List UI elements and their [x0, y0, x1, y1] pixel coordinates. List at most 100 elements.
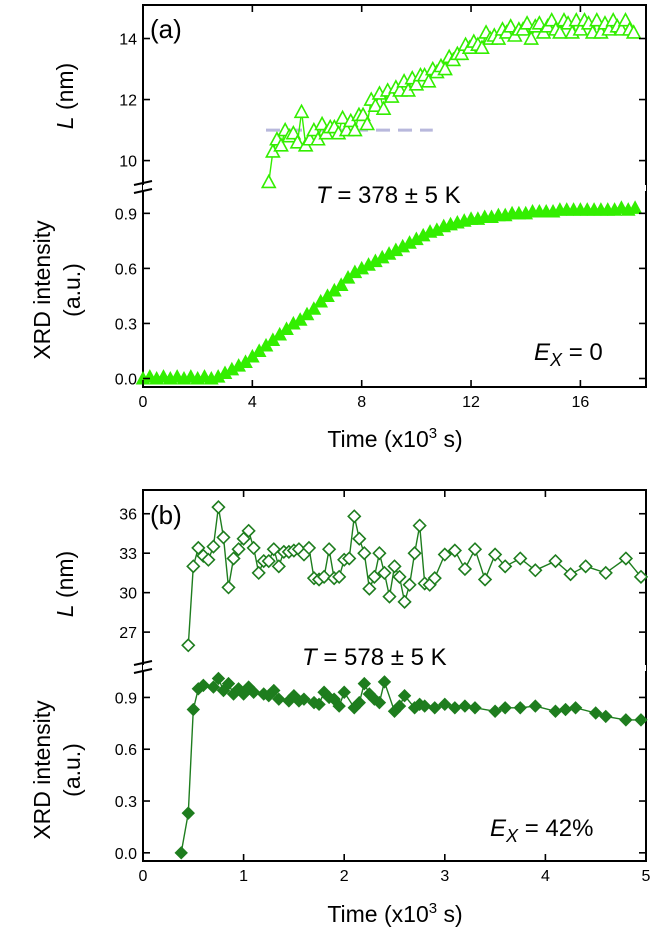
- panel-b-bottom-point: [211, 671, 226, 686]
- panel-b-top-point: [402, 577, 417, 592]
- panel-a-top-point: [355, 106, 371, 122]
- panel-b-bottom-point: [357, 676, 372, 691]
- panel-b-top-y-ticks: 27 30 33 36: [119, 507, 646, 642]
- panel-b-bottom-point: [372, 695, 387, 710]
- panel-b-top-point: [211, 500, 226, 515]
- panel-a-bottom-point: [333, 277, 349, 291]
- panel-b-top-y-tick-label: 27: [119, 625, 137, 642]
- panel-b-label: (b): [150, 500, 182, 530]
- panel-b-top-point: [412, 518, 427, 533]
- panel-b-bottom-point: [619, 713, 633, 727]
- panel-b-bottom-point: [417, 699, 432, 713]
- panel-b-bottom-point: [488, 704, 502, 718]
- panel-a-top-point: [260, 173, 277, 189]
- panel-a-top-point: [588, 12, 605, 27]
- panel-b-top-point: [377, 565, 392, 581]
- panel-b-top-point: [598, 565, 613, 581]
- panel-b-top-point: [447, 543, 462, 558]
- panel-b-top-point: [347, 509, 362, 524]
- panel-b-bottom-point: [513, 701, 527, 715]
- panel-b-top-point: [352, 531, 367, 546]
- panel-b-bottom-point: [528, 699, 543, 713]
- panel-a-top-y-ticks: 10 12 14: [119, 32, 646, 171]
- panel-b-bottom-point: [588, 706, 603, 720]
- panel-b-x-tick-label: 4: [541, 868, 550, 885]
- panel-a-top-line: [268, 18, 635, 182]
- panel-a-axis-break: [133, 180, 153, 194]
- panel-b-bottom-point: [458, 699, 472, 713]
- panel-a-bottom-y-tick-label: 0.3: [115, 316, 137, 333]
- panel-b-bottom-point: [438, 697, 452, 712]
- panel-b-top-point: [367, 569, 382, 585]
- panel-a-bottom-point: [627, 200, 643, 214]
- panel-b-top-point: [231, 542, 246, 557]
- panel-b-top-point: [618, 551, 634, 566]
- panel-a-x-tick-label: 12: [462, 394, 480, 411]
- panel-b-top-point: [261, 553, 276, 569]
- panel-a-top-point: [420, 73, 437, 88]
- panel-b-top-point: [548, 553, 563, 569]
- panel-b-top-ylabel: L (nm): [52, 551, 78, 617]
- panel-b-x-tick-label: 3: [440, 868, 449, 885]
- panel-a-temperature: T = 378 ± 5 K: [316, 182, 461, 209]
- panel-b-bottom-point: [634, 713, 648, 727]
- panel-a-top-series: [260, 12, 642, 189]
- panel-a-label: (a): [150, 14, 182, 44]
- panel-a-bottom-y-ticks: 0.0 0.3 0.6 0.9: [115, 206, 646, 388]
- panel-b-top-point: [397, 594, 412, 609]
- panel-a-top-point: [617, 12, 634, 27]
- panel-b-top-y-tick-label: 33: [119, 546, 137, 563]
- panel-b-top-point: [266, 542, 281, 557]
- panel-b-top-point: [226, 551, 241, 566]
- panel-b-top-point: [216, 530, 231, 545]
- panel-b: 0 1 2 3 4 5 27 30 33 36 0.0 0.3 0.6 0.9 (b) T = 578…: [29, 489, 651, 927]
- panel-a-bottom-point: [306, 301, 322, 315]
- panel-b-top-point: [387, 559, 402, 574]
- panel-b-top-point: [301, 540, 317, 556]
- panel-a-top-point: [531, 15, 548, 30]
- panel-b-top-point: [186, 559, 201, 574]
- panel-b-top-point: [332, 569, 347, 585]
- panel-a-top-point: [543, 12, 560, 27]
- panel-b-bottom-point: [221, 676, 236, 691]
- panel-b-bottom-point: [267, 683, 281, 698]
- panel-a-top-point: [519, 15, 535, 30]
- panel-b-bottom-point: [568, 701, 583, 715]
- panel-b-top-point: [251, 565, 266, 581]
- panel-b-frame: [142, 489, 647, 862]
- panel-a-top-point: [359, 115, 376, 131]
- panel-b-top-point: [528, 563, 543, 578]
- panel-a-frame: [142, 4, 647, 388]
- panel-a-x-tick-label: 4: [248, 394, 257, 411]
- panel-a-top-point: [314, 115, 330, 131]
- panel-a-efficiency: EX = 0: [534, 339, 603, 370]
- panel-b-bottom-ylabel-units: (a.u.): [59, 743, 85, 797]
- panel-a: 0 4 8 12 16 10 12 14 0.0 0.3 0.6 0.9 (a) T = 378 …: [29, 4, 647, 452]
- panel-a-top-point: [474, 39, 490, 54]
- panel-a-bottom-y-tick-label: 0.9: [115, 206, 137, 223]
- panel-b-top-point: [457, 561, 473, 577]
- panel-b-bottom-y-ticks: 0.0 0.3 0.6 0.9: [115, 690, 646, 863]
- panel-b-bottom-point: [377, 675, 392, 689]
- panel-b-top-point: [467, 542, 483, 557]
- panel-b-top-point: [246, 540, 261, 556]
- panel-a-top-point: [375, 100, 392, 116]
- panel-a-top-y-tick-label: 12: [119, 93, 137, 110]
- panel-a-top-point: [293, 103, 310, 119]
- panel-b-bottom-point: [272, 692, 286, 706]
- panel-b-top-point: [362, 581, 377, 596]
- panel-a-bottom-y-tick-label: 0.6: [115, 261, 137, 278]
- panel-b-top-point: [477, 572, 493, 587]
- panel-b-top-point: [427, 571, 442, 586]
- panel-a-top-point: [523, 30, 540, 45]
- panel-a-x-tick-label: 0: [139, 394, 148, 411]
- panel-b-bottom-point: [206, 680, 221, 694]
- panel-a-top-point: [289, 134, 306, 149]
- panel-b-top-point: [316, 569, 332, 585]
- panel-b-bottom-point: [297, 692, 311, 706]
- panel-b-bottom-point: [174, 846, 188, 860]
- panel-b-top-point: [372, 546, 387, 561]
- panel-a-top-point: [437, 60, 453, 76]
- panel-b-top-series: [181, 500, 649, 653]
- panel-b-top-point: [498, 559, 513, 574]
